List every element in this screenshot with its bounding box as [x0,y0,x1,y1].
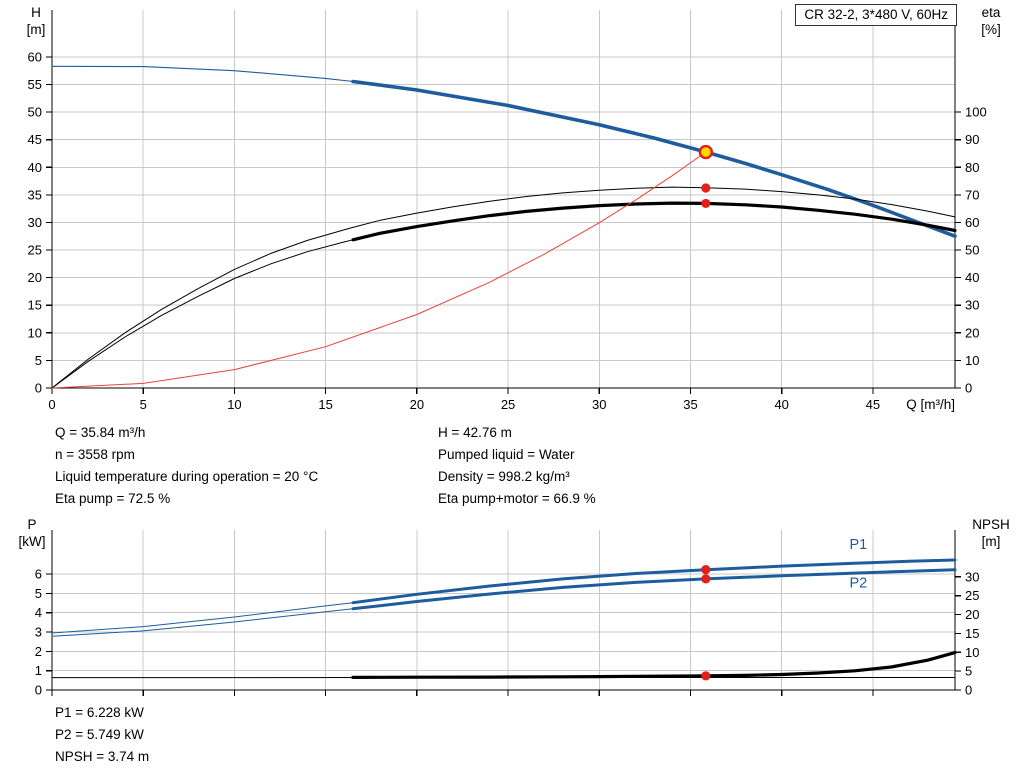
curve-eta-pump [51,186,956,389]
power-axis-symbol: P [27,517,37,532]
npsh-axis-unit: [m] [981,534,1001,549]
operating-data-right: H = 42.76 m Pumped liquid = Water Densit… [438,422,596,510]
left-axis-tick-label: 3 [35,625,42,640]
curve-system-curve [51,151,707,389]
info-p1: P1 = 6.228 kW [55,705,144,720]
right-axis-tick-label: 50 [965,243,979,258]
left-axis-tick-label: 1 [35,663,42,678]
curve-p2 [51,569,956,637]
curve-p1 [51,559,956,634]
right-axis-tick-label: 10 [965,353,979,368]
info-density: Density = 998.2 kg/m³ [438,469,570,484]
left-axis-tick-label: 55 [28,77,42,92]
left-axis-tick-label: 50 [28,105,42,120]
info-pumped-liquid: Pumped liquid = Water [438,447,575,462]
marker-p2-point [701,574,711,584]
info-eta-pump-motor: Eta pump+motor = 66.9 % [438,491,596,506]
right-axis-tick-label: 0 [965,683,972,698]
x-axis-tick-label: 25 [501,397,515,412]
power-axis-unit: [kW] [18,534,46,549]
x-axis-tick-label: 35 [683,397,697,412]
x-axis-tick-label: 40 [774,397,788,412]
left-axis-tick-label: 15 [28,298,42,313]
curve-eta-pump-motor-duty-range [351,201,957,242]
npsh-axis-label: NPSH [m] [962,516,1020,550]
info-speed: n = 3558 rpm [55,447,135,462]
left-axis-tick-label: 35 [28,187,42,202]
right-axis-tick-label: 20 [965,607,979,622]
npsh-axis-symbol: NPSH [972,517,1010,532]
right-axis-tick-label: 100 [965,105,987,120]
right-axis-tick-label: 15 [965,626,979,641]
info-flow: Q = 35.84 m³/h [55,425,146,440]
right-axis-tick-label: 70 [965,187,979,202]
right-axis-tick-label: 40 [965,270,979,285]
right-axis-tick-label: 0 [965,381,972,396]
left-axis-tick-label: 5 [35,586,42,601]
right-axis-tick-label: 90 [965,132,979,147]
marker-duty-point [698,144,714,160]
right-axis-tick-label: 60 [965,215,979,230]
left-axis-tick-label: 5 [35,353,42,368]
x-axis-tick-label: 0 [48,397,55,412]
curve-npsh [351,651,957,679]
left-axis-tick-label: 30 [28,215,42,230]
x-axis-tick-label: 45 [866,397,880,412]
left-axis-tick-label: 4 [35,605,42,620]
curve-head-duty-range [351,79,957,238]
right-axis-tick-label: 25 [965,588,979,603]
right-axis-tick-label: 30 [965,569,979,584]
left-axis-tick-label: 2 [35,644,42,659]
marker-npsh-point [701,671,711,681]
info-p2: P2 = 5.749 kW [55,727,144,742]
right-axis-tick-label: 5 [965,664,972,679]
power-axis-label: P [kW] [10,516,54,550]
x-axis-tick-label: 15 [318,397,332,412]
left-axis-tick-label: 10 [28,325,42,340]
left-axis-tick-label: 0 [35,381,42,396]
head-axis-unit: [m] [26,22,46,37]
info-eta-pump: Eta pump = 72.5 % [55,491,171,506]
head-axis-symbol: H [31,5,41,20]
info-liquid-temperature: Liquid temperature during operation = 20… [55,469,319,484]
x-axis-tick-label: 10 [227,397,241,412]
eta-axis-symbol: eta [981,5,1001,20]
marker-eta-pump-motor-point [701,198,711,209]
left-axis-tick-label: 0 [35,683,42,698]
info-npsh: NPSH = 3.74 m [55,749,150,764]
left-axis-tick-label: 25 [28,243,42,258]
pump-model-label: CR 32-2, 3*480 V, 60Hz [804,7,948,22]
chart-power_npsh: 0 1 2 3 4 5 6 0 5 10 15 20 25 30 P1 P2 [35,530,979,698]
flow-axis-label: Q [m³/h] [906,397,955,412]
left-axis-tick-label: 20 [28,270,42,285]
left-axis-tick-label: 6 [35,567,42,582]
x-axis-tick-label: 5 [140,397,147,412]
marker-eta-pump-point [701,183,711,193]
curve-label-p2: P2 [849,576,867,592]
head-axis-label: H [m] [16,4,56,38]
x-axis-tick-label: 20 [410,397,424,412]
info-head: H = 42.76 m [438,425,512,440]
operating-data-left: Q = 35.84 m³/h n = 3558 rpm Liquid tempe… [55,422,318,510]
left-axis-tick-label: 40 [28,160,42,175]
eta-axis-label: eta [%] [968,4,1014,38]
marker-p1-point [701,565,711,575]
left-axis-tick-label: 60 [28,49,42,64]
power-npsh-data: P1 = 6.228 kW P2 = 5.749 kW NPSH = 3.74 … [55,702,149,768]
left-axis-tick-label: 45 [28,132,42,147]
right-axis-tick-label: 30 [965,298,979,313]
curve-label-p1: P1 [849,537,867,553]
right-axis-tick-label: 80 [965,160,979,175]
chart-performance: 0510152025303540455055600102030405060708… [28,10,987,412]
right-axis-tick-label: 20 [965,325,979,340]
x-axis-tick-label: 30 [592,397,606,412]
eta-axis-unit: [%] [981,22,1001,37]
pump-model-box: CR 32-2, 3*480 V, 60Hz [795,4,957,26]
right-axis-tick-label: 10 [965,645,979,660]
